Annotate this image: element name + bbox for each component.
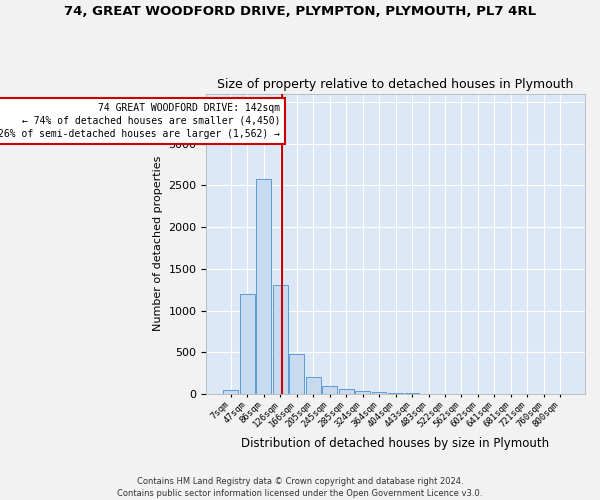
Bar — [322, 386, 337, 394]
Bar — [273, 286, 287, 394]
Text: Contains HM Land Registry data © Crown copyright and database right 2024.
Contai: Contains HM Land Registry data © Crown c… — [118, 476, 482, 498]
Bar — [306, 378, 320, 394]
Bar — [371, 392, 386, 394]
Text: 74 GREAT WOODFORD DRIVE: 142sqm
← 74% of detached houses are smaller (4,450)
26%: 74 GREAT WOODFORD DRIVE: 142sqm ← 74% of… — [0, 102, 280, 139]
Bar — [240, 294, 254, 394]
Text: 74, GREAT WOODFORD DRIVE, PLYMPTON, PLYMOUTH, PL7 4RL: 74, GREAT WOODFORD DRIVE, PLYMPTON, PLYM… — [64, 5, 536, 18]
Bar — [256, 180, 271, 394]
Title: Size of property relative to detached houses in Plymouth: Size of property relative to detached ho… — [217, 78, 574, 91]
Bar — [223, 390, 238, 394]
X-axis label: Distribution of detached houses by size in Plymouth: Distribution of detached houses by size … — [241, 437, 550, 450]
Y-axis label: Number of detached properties: Number of detached properties — [152, 156, 163, 332]
Bar — [338, 390, 353, 394]
Bar — [289, 354, 304, 394]
Bar — [388, 393, 403, 394]
Bar — [355, 392, 370, 394]
